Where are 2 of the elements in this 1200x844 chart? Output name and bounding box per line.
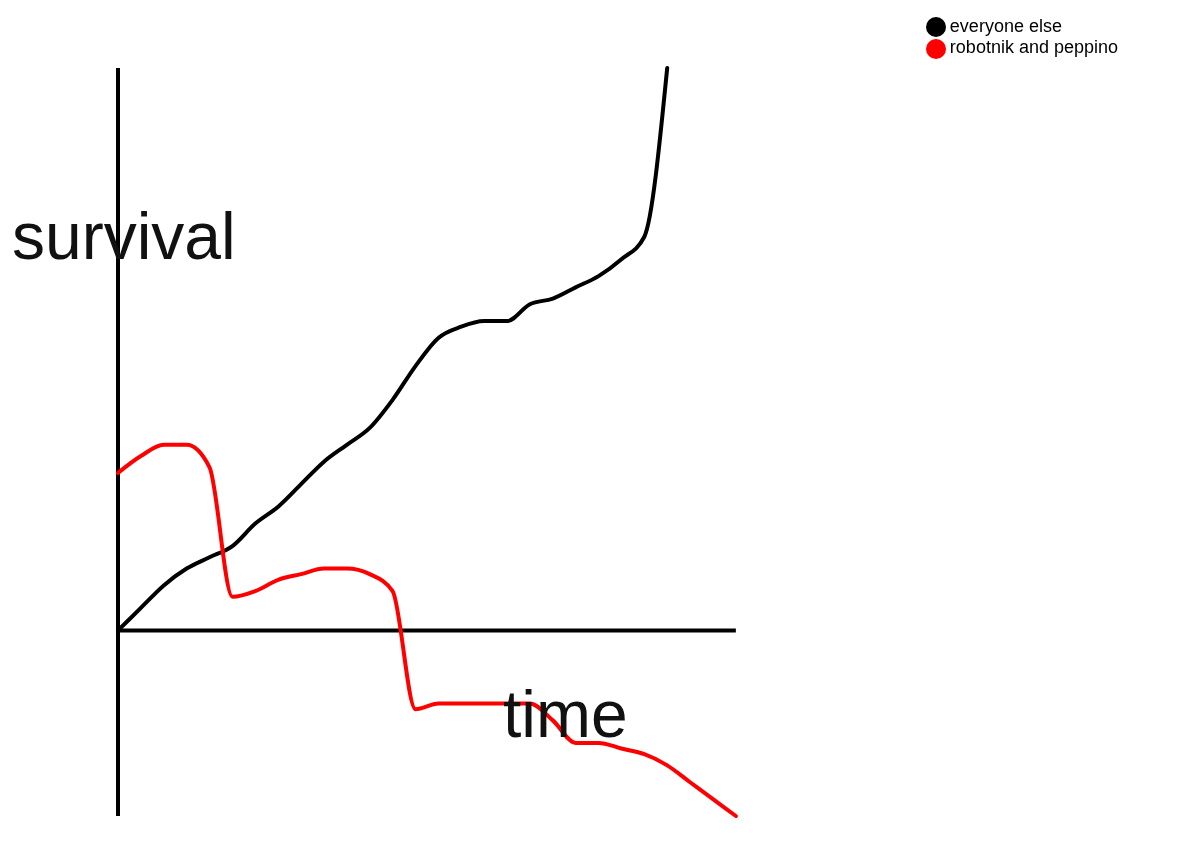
legend-label: everyone else <box>949 16 1062 36</box>
legend-label: robotnik and peppino <box>949 37 1118 58</box>
